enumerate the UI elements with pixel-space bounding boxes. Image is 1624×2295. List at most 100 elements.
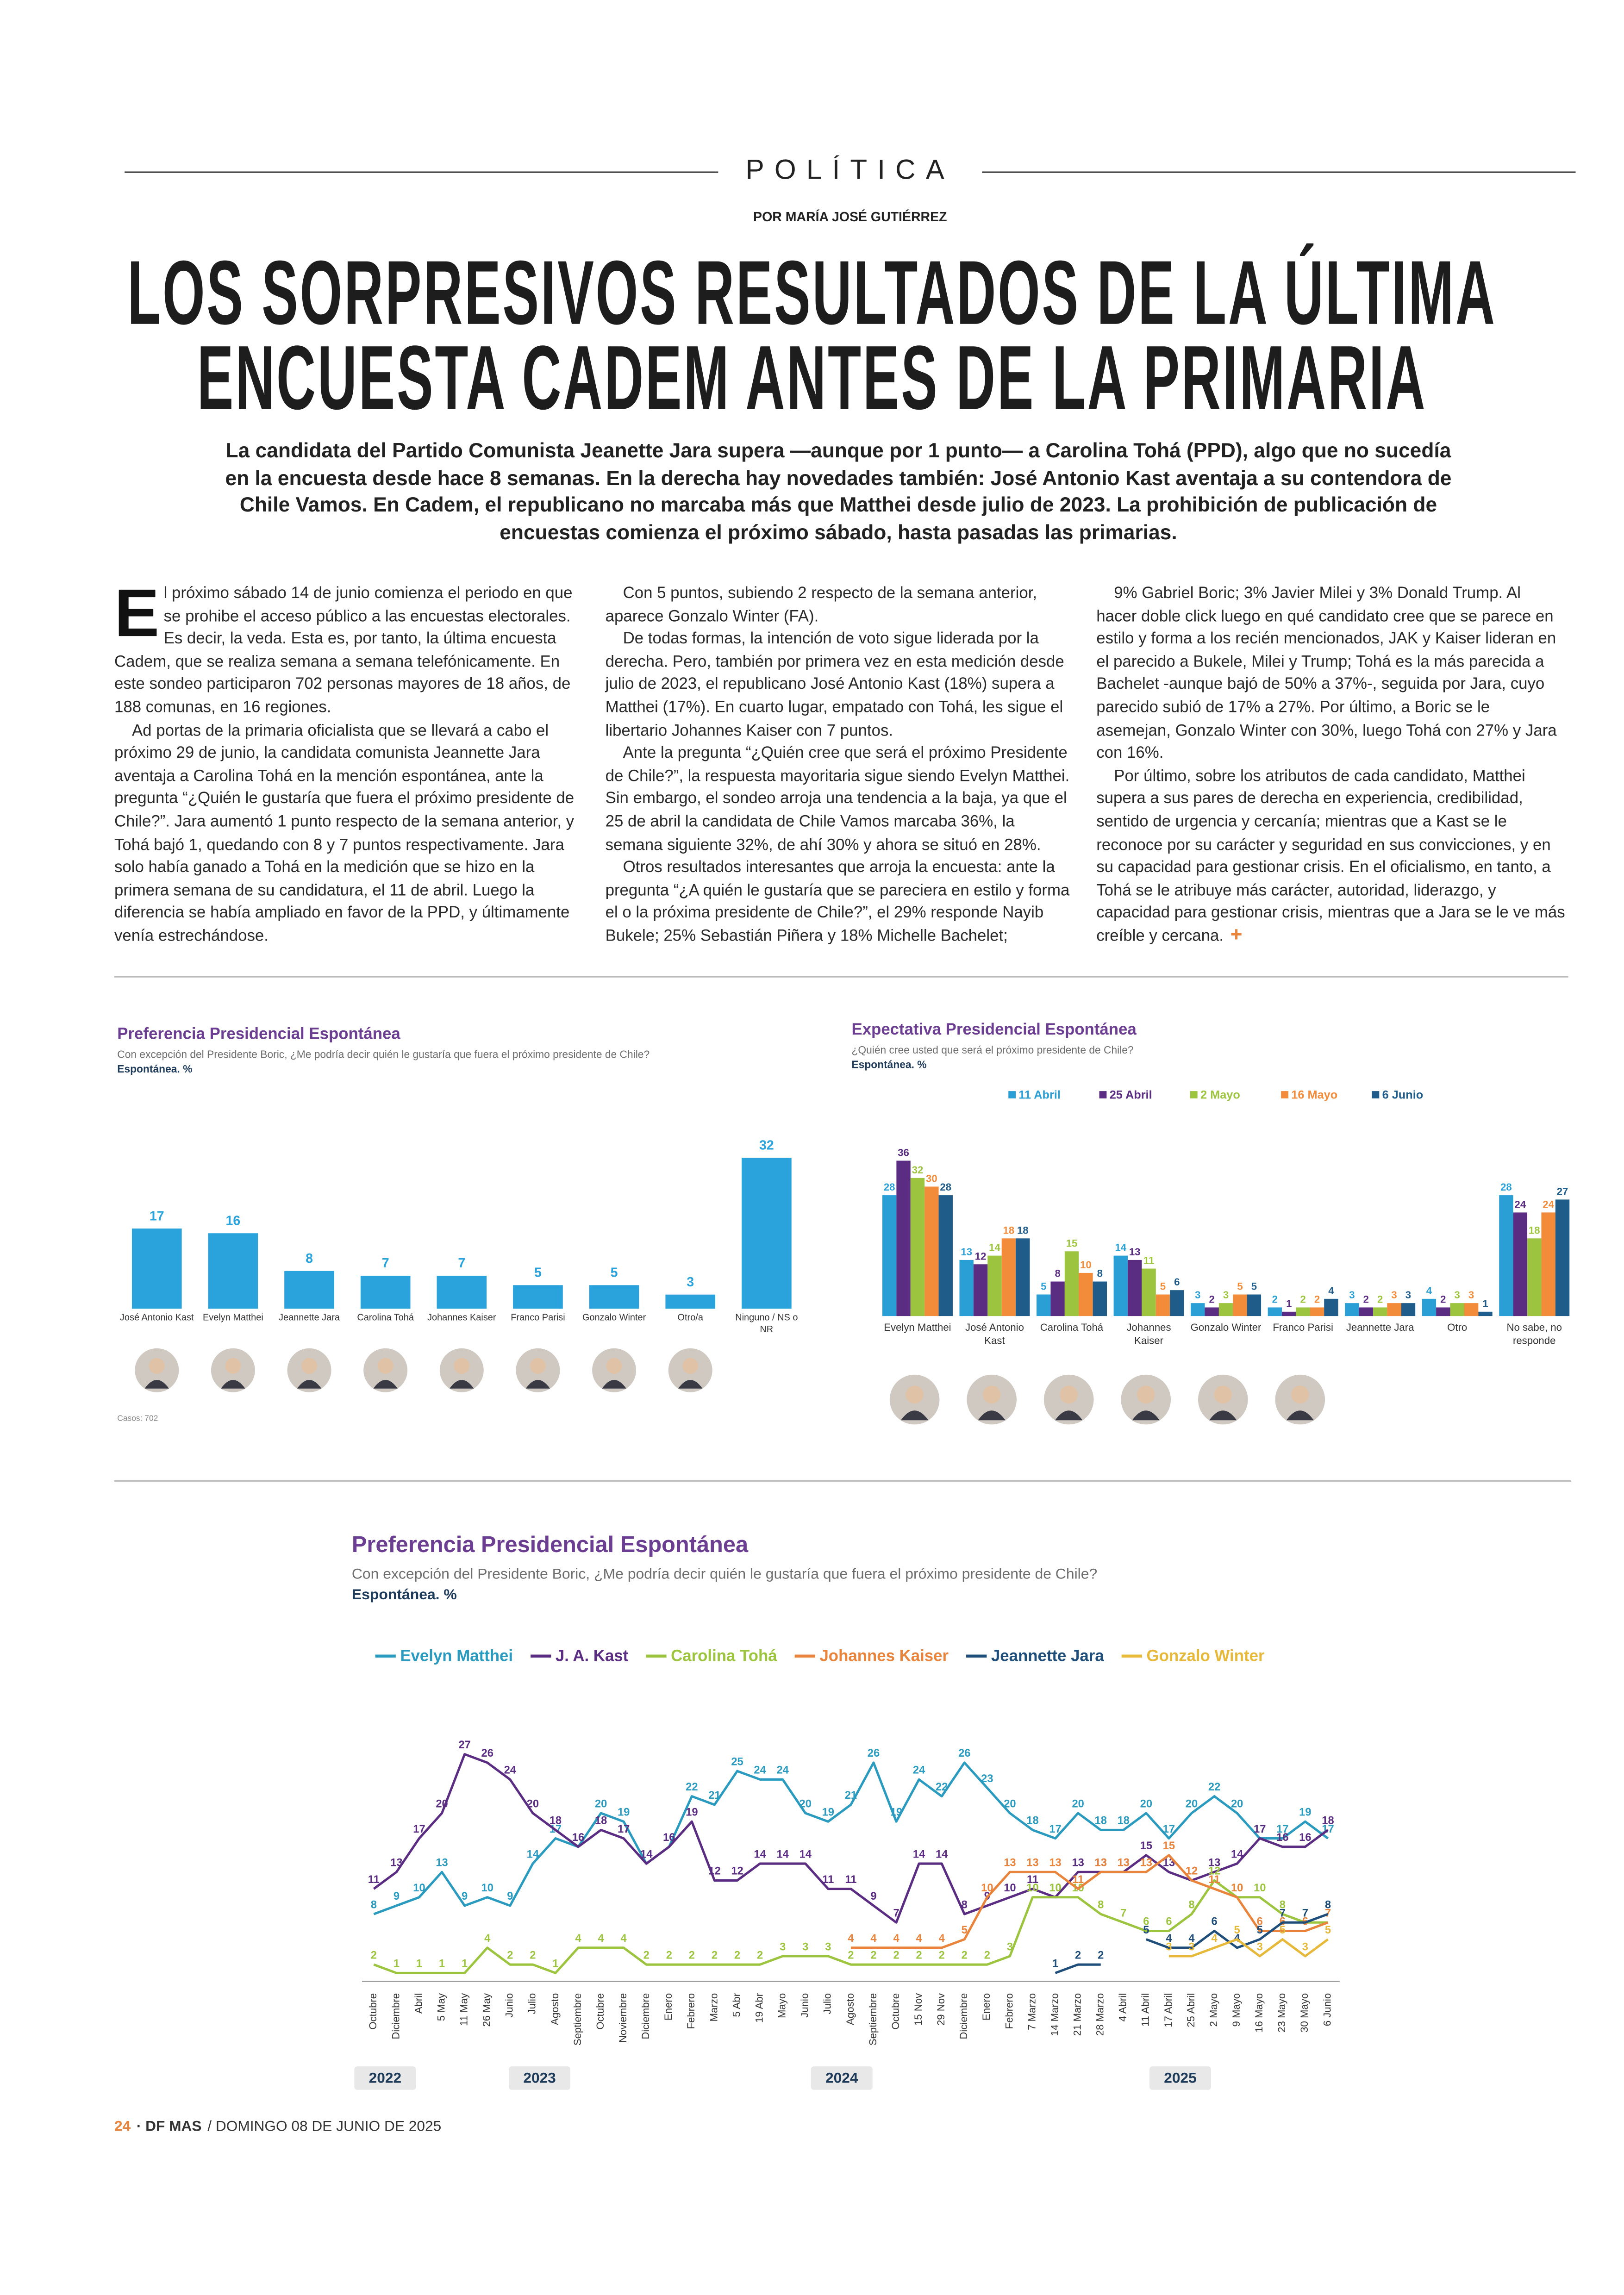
x-tick-label: Noviembre — [617, 1993, 629, 2043]
value-label: 17 — [1049, 1823, 1061, 1835]
x-tick-label: 25 Abril — [1185, 1993, 1197, 2027]
value-label: 10 — [413, 1882, 425, 1894]
bar — [1499, 1195, 1513, 1316]
value-label: 7 — [893, 1908, 899, 1920]
value-label: 17 — [1254, 1823, 1266, 1835]
x-tick-label: Octubre — [594, 1993, 606, 2030]
value-label: 13 — [1095, 1857, 1107, 1869]
series-line — [1168, 1938, 1329, 1958]
legend-label: Jeannette Jara — [991, 1646, 1104, 1665]
category-label: Evelyn Matthei — [884, 1323, 951, 1334]
value-label: 2 — [1098, 1949, 1104, 1961]
legend-label: J. A. Kast — [556, 1646, 629, 1665]
value-label: 7 — [1302, 1908, 1308, 1920]
value-label: 13 — [1095, 1857, 1107, 1869]
series-line — [850, 1854, 1329, 1949]
value-label: 9 — [462, 1890, 468, 1902]
value-label: 32 — [912, 1164, 924, 1176]
value-label: 3 — [825, 1941, 831, 1953]
value-label: 16 — [1276, 1832, 1288, 1844]
value-label: 5 — [611, 1266, 618, 1280]
value-label: 13 — [1140, 1857, 1152, 1869]
bar — [1401, 1303, 1416, 1316]
value-label: 8 — [962, 1899, 968, 1911]
bar — [1373, 1307, 1387, 1316]
value-label: 20 — [1140, 1798, 1152, 1810]
bar — [1436, 1307, 1450, 1316]
value-label: 20 — [1004, 1798, 1016, 1810]
category-label: Johannes Kaiser — [1126, 1323, 1171, 1347]
value-label: 1 — [1482, 1298, 1488, 1310]
bar — [131, 1229, 182, 1309]
value-label: 2 — [530, 1949, 536, 1961]
value-label: 18 — [1017, 1224, 1029, 1236]
portrait-head — [982, 1385, 1001, 1404]
value-label: 11 — [845, 1874, 856, 1886]
value-label: 7 — [1120, 1908, 1126, 1920]
bar — [1527, 1238, 1542, 1316]
category-label: Otro/a — [677, 1313, 703, 1323]
x-tick-label: 29 Nov — [935, 1993, 947, 2026]
category-label: José Antonio Kast — [119, 1313, 194, 1323]
value-label: 3 — [802, 1941, 808, 1953]
value-label: 24 — [1543, 1198, 1554, 1210]
bar — [1156, 1294, 1170, 1316]
portrait-body — [1286, 1410, 1314, 1421]
bar — [882, 1195, 897, 1316]
value-label: 21 — [845, 1790, 857, 1802]
value-label: 12 — [975, 1250, 987, 1262]
value-label: 3 — [1391, 1289, 1397, 1301]
value-label: 22 — [936, 1781, 948, 1793]
value-label: 8 — [1280, 1899, 1286, 1911]
category-label: Evelyn Matthei — [203, 1313, 263, 1323]
value-label: 3 — [1166, 1941, 1172, 1953]
bar — [1233, 1294, 1247, 1316]
value-label: 18 — [1026, 1815, 1038, 1827]
value-label: 3 — [1468, 1289, 1474, 1301]
x-tick-label: Diciembre — [640, 1993, 651, 2039]
value-label: 28 — [884, 1181, 895, 1193]
value-label: 17 — [150, 1209, 164, 1223]
value-label: 5 — [1251, 1281, 1257, 1292]
value-label: 7 — [1280, 1908, 1286, 1920]
portrait-body — [678, 1380, 703, 1389]
page-number: 24 — [114, 2119, 131, 2135]
value-label: 2 — [643, 1949, 650, 1961]
value-label: 26 — [481, 1747, 493, 1759]
value-label: 2 — [1440, 1294, 1446, 1305]
bar — [1127, 1260, 1142, 1316]
lede: La candidata del Partido Comunista Jeane… — [225, 438, 1452, 543]
text-column: El próximo sábado 14 de junio comienza e… — [114, 574, 581, 949]
value-label: 12 — [708, 1865, 720, 1877]
value-label: 27 — [1557, 1185, 1568, 1197]
value-label: 4 — [1328, 1285, 1334, 1297]
bar — [896, 1160, 911, 1316]
chart-subtitle: Con excepción del Presidente Boric, ¿Me … — [352, 1565, 1097, 1582]
bar — [513, 1285, 563, 1309]
value-label: 9 — [507, 1890, 513, 1902]
value-label: 4 — [1166, 1933, 1172, 1945]
category-label: Otro — [1447, 1323, 1468, 1334]
bar — [589, 1285, 639, 1309]
value-label: 1 — [1052, 1958, 1058, 1970]
portrait — [516, 1348, 560, 1392]
x-tick-label: Septiembre — [572, 1993, 583, 2046]
value-label: 10 — [981, 1882, 993, 1894]
value-label: 20 — [1231, 1798, 1243, 1810]
chart-note: Espontánea. % — [352, 1586, 457, 1603]
year-label: 2025 — [1164, 2069, 1196, 2086]
legend-swatch — [1008, 1091, 1016, 1098]
year-label: 2022 — [369, 2069, 401, 2086]
value-label: 2 — [666, 1949, 672, 1961]
value-label: 2 — [1363, 1294, 1369, 1305]
portrait-head — [1214, 1385, 1232, 1404]
value-label: 4 — [870, 1933, 877, 1945]
bar — [1050, 1281, 1065, 1316]
bar — [1218, 1303, 1233, 1316]
bar — [1324, 1298, 1338, 1316]
x-tick-label: 5 May — [435, 1993, 447, 2021]
end-mark-plus — [1230, 929, 1242, 940]
year-box — [509, 2066, 571, 2090]
